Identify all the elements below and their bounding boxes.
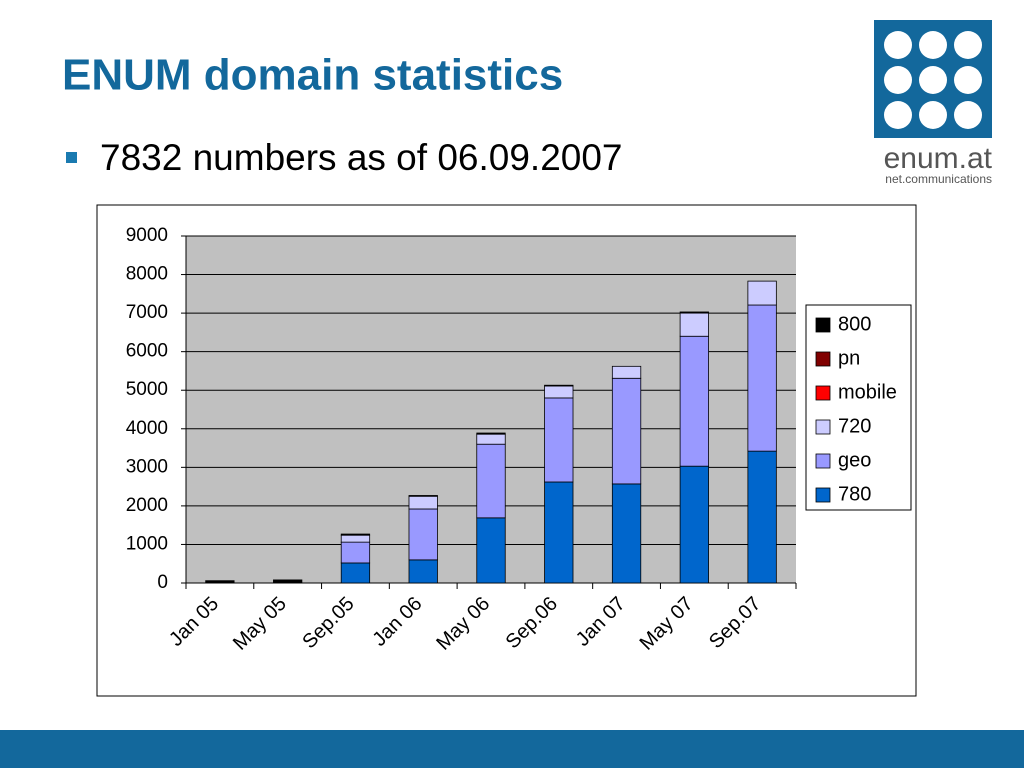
legend-label: geo xyxy=(838,449,871,471)
legend-swatch xyxy=(815,385,831,401)
bar-segment xyxy=(747,280,777,306)
logo: enum.at net.communications xyxy=(874,20,993,186)
bar-segment xyxy=(544,384,574,387)
bar-segment xyxy=(408,559,438,584)
bar-segment xyxy=(611,365,642,379)
legend-label: 720 xyxy=(838,415,871,437)
legend-swatch xyxy=(815,487,831,503)
slide-title: ENUM domain statistics xyxy=(62,51,563,100)
footer-bar xyxy=(0,730,1024,768)
bar-segment xyxy=(679,335,709,467)
bar-segment xyxy=(544,385,574,399)
bullet-text: 7832 numbers as of 06.09.2007 xyxy=(100,137,623,178)
logo-dots xyxy=(884,31,982,129)
y-tick-label: 8000 xyxy=(126,264,168,285)
y-tick-label: 7000 xyxy=(126,302,168,323)
bar-segment xyxy=(205,580,235,584)
bar-segment xyxy=(679,465,709,584)
bar-segment xyxy=(679,312,709,337)
legend-swatch xyxy=(815,351,831,367)
legend-swatch xyxy=(815,317,831,333)
y-tick-label: 5000 xyxy=(126,379,168,400)
legend-label: pn xyxy=(838,347,860,369)
bar-segment xyxy=(340,541,371,564)
logo-tagline: net.communications xyxy=(885,172,992,186)
y-tick-label: 4000 xyxy=(126,418,168,439)
bar-segment xyxy=(611,483,642,584)
y-tick-label: 9000 xyxy=(126,225,168,246)
bar-segment xyxy=(476,443,506,519)
y-tick-label: 2000 xyxy=(126,495,168,516)
bar-segment xyxy=(747,450,777,584)
legend-swatch xyxy=(815,453,831,469)
y-tick-label: 6000 xyxy=(126,341,168,362)
legend-box xyxy=(805,304,912,511)
bar-segment xyxy=(476,433,506,445)
bar-segment xyxy=(273,579,303,584)
bar-segment xyxy=(340,534,371,543)
bar-segment xyxy=(544,481,574,584)
bar-segment xyxy=(408,495,438,497)
legend-label: mobile xyxy=(838,381,897,403)
bar-segment xyxy=(340,533,371,536)
legend-label: 780 xyxy=(838,483,871,505)
bar-segment xyxy=(679,311,709,314)
logo-name: enum.at xyxy=(884,142,993,175)
y-tick-label: 0 xyxy=(157,572,168,593)
bar-segment xyxy=(408,508,438,561)
legend-label: 800 xyxy=(838,313,871,335)
bar-segment xyxy=(408,495,438,510)
bar-segment xyxy=(747,304,777,452)
bar-segment xyxy=(611,377,642,485)
bar-segment xyxy=(476,517,506,584)
legend-swatch xyxy=(815,419,831,435)
bullet-marker xyxy=(66,152,77,163)
bar-segment xyxy=(476,432,506,435)
bar-segment xyxy=(544,397,574,483)
y-tick-label: 3000 xyxy=(126,456,168,477)
y-tick-label: 1000 xyxy=(126,533,168,554)
bar-segment xyxy=(340,562,371,584)
